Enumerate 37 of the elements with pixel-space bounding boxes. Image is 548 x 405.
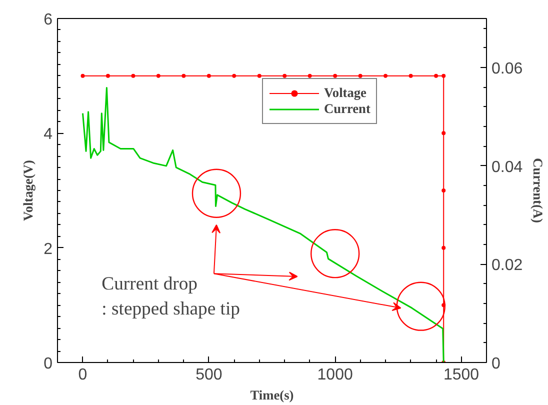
y-tick-label: 0: [44, 356, 53, 372]
point: [232, 74, 236, 78]
point: [384, 74, 388, 78]
y-axis-title: Voltage(V): [20, 160, 36, 221]
point: [131, 74, 136, 78]
y2-tick-label: 0.06: [492, 60, 523, 78]
point: [156, 74, 160, 78]
point: [408, 74, 413, 78]
x-tick-label: 1000: [317, 366, 353, 384]
x-axis-title: Time(s): [250, 388, 294, 402]
point: [182, 74, 186, 78]
point: [442, 131, 446, 136]
y2-tick-label: 0.02: [492, 257, 523, 274]
point: [434, 74, 438, 78]
point: [206, 74, 211, 78]
y-tick-label: 6: [44, 12, 53, 28]
x-tick-label: 500: [196, 366, 222, 384]
x-tick-label: 1500: [443, 366, 480, 384]
annotation: Current drop : stepped shape tip: [102, 273, 240, 320]
point: [106, 74, 110, 78]
y-tick-label: 2: [44, 240, 53, 258]
point: [257, 74, 262, 78]
point: [333, 74, 338, 78]
y2-tick-label: 0.04: [492, 158, 523, 176]
point: [442, 246, 446, 250]
legend-label: Voltage: [324, 85, 366, 101]
y-tick-label: 4: [44, 126, 53, 144]
point: [80, 74, 85, 78]
point: [358, 74, 362, 78]
y2-tick-label: 0: [492, 356, 500, 372]
x-tick-label: 0: [78, 366, 88, 384]
point: [442, 74, 446, 78]
point: [282, 74, 287, 78]
point: [442, 188, 446, 192]
point: [308, 74, 312, 78]
y2-axis-title: Current(A): [530, 158, 546, 223]
legend-label: Current: [324, 101, 370, 117]
